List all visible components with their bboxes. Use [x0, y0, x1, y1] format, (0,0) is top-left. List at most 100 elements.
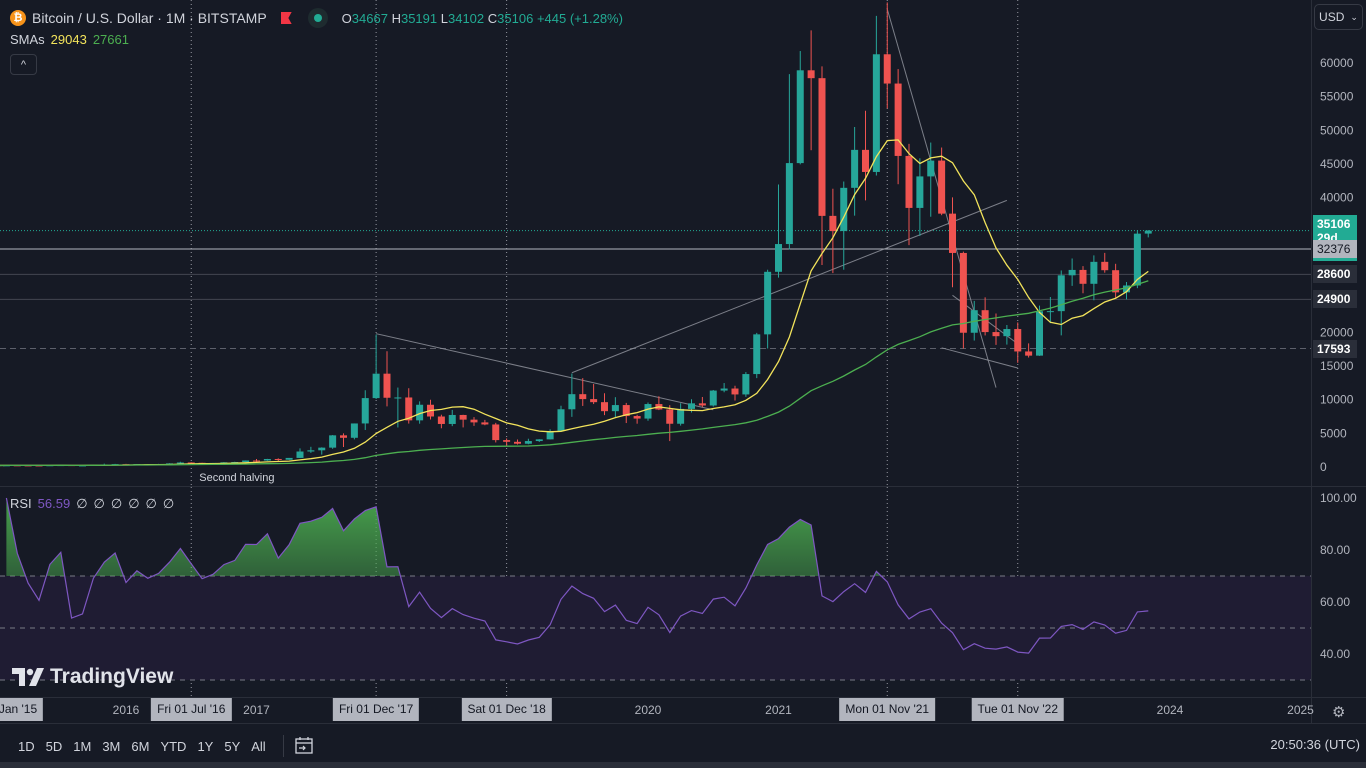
- settings-icon[interactable]: ⚙: [1332, 704, 1346, 721]
- candle[interactable]: [764, 269, 772, 349]
- range-button-1y[interactable]: 1Y: [197, 738, 214, 754]
- candle[interactable]: [318, 447, 326, 455]
- sma-legend[interactable]: SMAs 29043 27661: [10, 32, 129, 47]
- candle[interactable]: [981, 297, 989, 336]
- candle[interactable]: [807, 30, 815, 151]
- candle[interactable]: [416, 401, 424, 424]
- range-button-ytd[interactable]: YTD: [160, 738, 187, 754]
- candle[interactable]: [242, 460, 250, 463]
- candle[interactable]: [872, 15, 880, 176]
- candle[interactable]: [905, 143, 913, 246]
- candle[interactable]: [350, 423, 358, 440]
- trendline[interactable]: [376, 333, 714, 411]
- candle[interactable]: [459, 414, 467, 428]
- candle[interactable]: [1003, 325, 1011, 345]
- candle[interactable]: [590, 383, 598, 405]
- candle[interactable]: [361, 390, 369, 430]
- candle[interactable]: [470, 417, 478, 426]
- candle[interactable]: [579, 378, 587, 406]
- candle[interactable]: [818, 66, 826, 266]
- candle[interactable]: [1090, 255, 1098, 301]
- candle[interactable]: [1036, 305, 1043, 356]
- time-axis[interactable]: Jan '15 2016 Fri 01 Jul '16 2017 Fri 01 Dec …: [0, 697, 1314, 723]
- range-button-3m[interactable]: 3M: [102, 738, 121, 754]
- candle[interactable]: [524, 438, 532, 445]
- candle[interactable]: [503, 438, 511, 446]
- candle[interactable]: [742, 372, 750, 397]
- candle[interactable]: [633, 414, 641, 424]
- candle[interactable]: [862, 110, 869, 201]
- candle[interactable]: [883, 2, 891, 109]
- candle[interactable]: [383, 351, 391, 407]
- candle[interactable]: [307, 446, 315, 453]
- go-to-date-calendar-icon[interactable]: [294, 735, 314, 758]
- candle[interactable]: [1025, 343, 1033, 358]
- pane-divider[interactable]: [0, 486, 1366, 487]
- candle[interactable]: [601, 393, 608, 416]
- candle[interactable]: [731, 385, 739, 401]
- candle[interactable]: [437, 414, 445, 429]
- candle[interactable]: [1057, 270, 1065, 336]
- candle[interactable]: [753, 332, 761, 379]
- flag-icon[interactable]: [280, 12, 292, 24]
- candle[interactable]: [1014, 322, 1022, 363]
- candle[interactable]: [568, 373, 576, 417]
- tradingview-logo[interactable]: TradingView: [12, 665, 173, 689]
- candle[interactable]: [927, 142, 935, 217]
- candle[interactable]: [611, 397, 619, 418]
- candle[interactable]: [840, 181, 848, 270]
- candle[interactable]: [949, 197, 956, 288]
- candle[interactable]: [329, 435, 337, 449]
- symbol-title[interactable]: Bitcoin / U.S. Dollar · 1M · BITSTAMP: [32, 10, 267, 26]
- candle[interactable]: [296, 448, 304, 458]
- range-button-1d[interactable]: 1D: [18, 738, 35, 754]
- candle[interactable]: [274, 458, 282, 462]
- candle[interactable]: [481, 419, 489, 426]
- candle[interactable]: [709, 389, 717, 407]
- candle[interactable]: [916, 158, 924, 236]
- candle[interactable]: [677, 403, 685, 426]
- candle[interactable]: [959, 251, 967, 349]
- candle[interactable]: [557, 405, 565, 432]
- trendline[interactable]: [941, 347, 1018, 369]
- annotation-label[interactable]: Second halving: [199, 472, 274, 484]
- candle[interactable]: [263, 458, 271, 461]
- candle[interactable]: [253, 458, 260, 462]
- candle[interactable]: [666, 405, 674, 442]
- candle[interactable]: [176, 461, 184, 464]
- candle[interactable]: [938, 147, 946, 216]
- candle[interactable]: [698, 396, 706, 408]
- candle[interactable]: [340, 433, 347, 448]
- candle[interactable]: [622, 402, 630, 424]
- candle[interactable]: [492, 422, 500, 443]
- candle[interactable]: [894, 69, 902, 185]
- market-status-icon[interactable]: [307, 8, 328, 28]
- range-button-1m[interactable]: 1M: [73, 738, 92, 754]
- rsi-pane[interactable]: [0, 487, 1311, 697]
- range-button-5d[interactable]: 5D: [45, 738, 63, 754]
- candle[interactable]: [514, 439, 521, 445]
- candle[interactable]: [448, 409, 456, 427]
- candle[interactable]: [1101, 252, 1109, 273]
- candle[interactable]: [720, 383, 728, 393]
- candle[interactable]: [785, 74, 793, 250]
- candle[interactable]: [992, 313, 1000, 345]
- candle[interactable]: [535, 439, 543, 442]
- range-button-all[interactable]: All: [251, 738, 266, 754]
- candle[interactable]: [1046, 296, 1054, 324]
- candle[interactable]: [796, 51, 804, 165]
- currency-select[interactable]: USD ⌄: [1314, 4, 1363, 30]
- candle[interactable]: [1068, 258, 1076, 286]
- candle[interactable]: [829, 188, 837, 274]
- candle[interactable]: [187, 462, 195, 464]
- candle[interactable]: [546, 429, 554, 440]
- candle[interactable]: [1133, 230, 1141, 289]
- range-button-6m[interactable]: 6M: [131, 738, 150, 754]
- trendline[interactable]: [571, 199, 1008, 374]
- price-axis[interactable]: 0 5000 10000 15000 20000 40000 45000 50000 55000…: [1311, 0, 1366, 697]
- range-button-5y[interactable]: 5Y: [224, 738, 241, 754]
- rsi-legend[interactable]: RSI 56.59 ∅ ∅ ∅ ∅ ∅ ∅: [10, 496, 174, 512]
- clock[interactable]: 20:50:36 (UTC): [1270, 737, 1360, 752]
- candle[interactable]: [851, 126, 859, 216]
- candle[interactable]: [285, 457, 293, 460]
